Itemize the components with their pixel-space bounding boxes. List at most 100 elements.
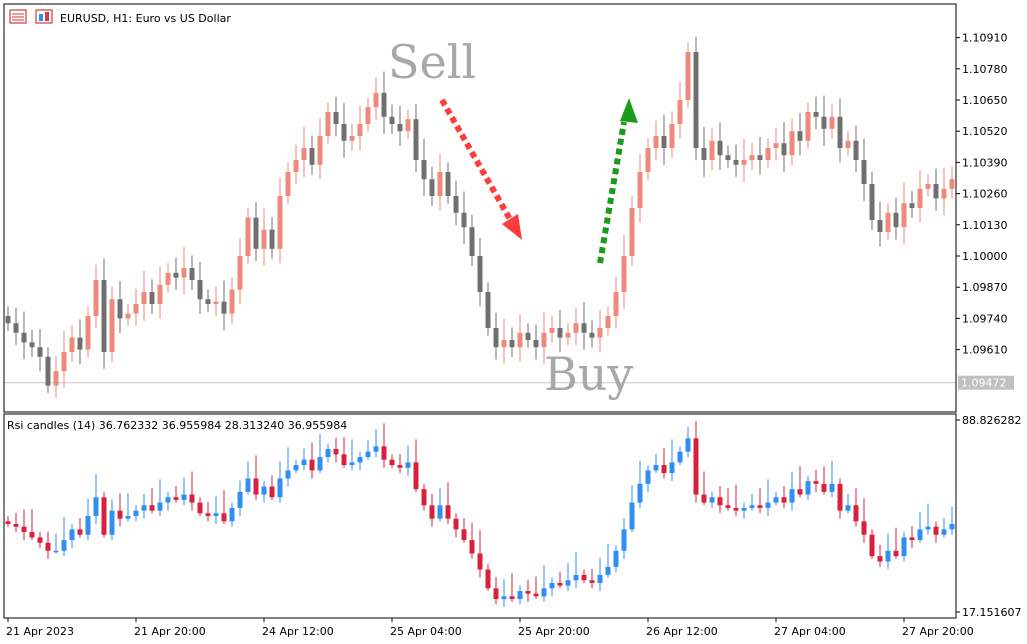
rsi-candle[interactable] (757, 505, 763, 508)
rsi-candle[interactable] (381, 446, 387, 460)
price-candle[interactable] (141, 292, 147, 304)
price-candle[interactable] (413, 119, 419, 160)
price-candle[interactable] (685, 52, 691, 100)
rsi-candle[interactable] (5, 521, 11, 525)
rsi-candle[interactable] (925, 526, 931, 530)
price-candle[interactable] (237, 256, 243, 290)
price-candle[interactable] (605, 316, 611, 328)
price-candle[interactable] (93, 280, 99, 316)
rsi-candle[interactable] (621, 529, 627, 551)
rsi-candle[interactable] (709, 497, 715, 503)
rsi-candle[interactable] (29, 532, 35, 538)
price-candle[interactable] (941, 188, 947, 199)
rsi-candle[interactable] (293, 465, 299, 471)
price-candle[interactable] (733, 160, 739, 165)
rsi-candle[interactable] (421, 489, 427, 506)
price-candle[interactable] (797, 131, 803, 141)
price-candle[interactable] (709, 140, 715, 160)
rsi-candle[interactable] (829, 483, 835, 492)
price-candle[interactable] (749, 155, 755, 160)
price-candle[interactable] (725, 155, 731, 160)
rsi-candle[interactable] (317, 457, 323, 471)
rsi-candle[interactable] (373, 446, 379, 452)
price-candle[interactable] (653, 136, 659, 148)
price-candle[interactable] (349, 136, 355, 141)
rsi-candle[interactable] (685, 438, 691, 452)
rsi-candle[interactable] (837, 483, 843, 511)
price-candle[interactable] (717, 140, 723, 156)
rsi-candle[interactable] (933, 526, 939, 535)
rsi-candle[interactable] (485, 569, 491, 589)
rsi-candle[interactable] (493, 588, 499, 600)
rsi-candle[interactable] (749, 505, 755, 508)
rsi-candle[interactable] (645, 470, 651, 484)
price-candle[interactable] (221, 301, 227, 314)
price-candle[interactable] (213, 301, 219, 304)
price-candle[interactable] (573, 323, 579, 333)
price-candle[interactable] (869, 184, 875, 220)
rsi-candle[interactable] (61, 540, 67, 551)
rsi-candle[interactable] (581, 574, 587, 581)
price-candle[interactable] (189, 268, 195, 280)
rsi-candle[interactable] (885, 550, 891, 562)
rsi-candle[interactable] (725, 505, 731, 508)
rsi-candle[interactable] (469, 540, 475, 554)
chart-window-icon[interactable] (9, 9, 27, 24)
rsi-candle[interactable] (565, 580, 571, 586)
price-candle[interactable] (773, 143, 779, 148)
price-candle[interactable] (53, 371, 59, 386)
rsi-candle[interactable] (605, 566, 611, 575)
rsi-candle[interactable] (869, 534, 875, 557)
price-candle[interactable] (45, 356, 51, 386)
rsi-candle[interactable] (125, 515, 131, 519)
price-candle[interactable] (325, 112, 331, 136)
rsi-candle[interactable] (237, 491, 243, 508)
price-candle[interactable] (317, 136, 323, 165)
price-candle[interactable] (389, 116, 395, 124)
rsi-candle[interactable] (181, 494, 187, 500)
price-candle[interactable] (301, 148, 307, 160)
rsi-candle[interactable] (117, 510, 123, 519)
price-candle[interactable] (333, 112, 339, 124)
price-candle[interactable] (437, 172, 443, 196)
price-candle[interactable] (445, 172, 451, 196)
price-candle[interactable] (661, 136, 667, 148)
price-candle[interactable] (277, 196, 283, 249)
price-candle[interactable] (269, 229, 275, 249)
rsi-candle[interactable] (509, 596, 515, 600)
price-candle[interactable] (557, 328, 563, 338)
rsi-candle[interactable] (197, 502, 203, 514)
rsi-candle[interactable] (85, 515, 91, 535)
price-candle[interactable] (781, 143, 787, 156)
rsi-candle[interactable] (261, 486, 267, 495)
price-candle[interactable] (581, 323, 587, 333)
price-candle[interactable] (285, 172, 291, 196)
rsi-candle[interactable] (821, 483, 827, 492)
rsi-candle[interactable] (597, 574, 603, 583)
rsi-candle[interactable] (917, 529, 923, 541)
rsi-candle[interactable] (165, 497, 171, 503)
rsi-candle[interactable] (789, 489, 795, 503)
price-candle[interactable] (341, 124, 347, 141)
price-candle[interactable] (669, 124, 675, 148)
rsi-candle[interactable] (669, 462, 675, 474)
price-candle[interactable] (69, 337, 75, 352)
rsi-candle[interactable] (397, 465, 403, 468)
price-candle[interactable] (181, 268, 187, 278)
price-candle[interactable] (245, 217, 251, 256)
rsi-candle[interactable] (893, 550, 899, 557)
price-candle[interactable] (61, 352, 67, 372)
price-candle[interactable] (125, 313, 131, 319)
rsi-candle[interactable] (557, 582, 563, 586)
price-candle[interactable] (621, 256, 627, 292)
price-candle[interactable] (133, 304, 139, 314)
price-candle[interactable] (13, 323, 19, 333)
rsi-candle[interactable] (701, 494, 707, 503)
rsi-candle[interactable] (93, 497, 99, 516)
price-candle[interactable] (29, 342, 35, 348)
price-candle[interactable] (933, 184, 939, 199)
price-candle[interactable] (821, 116, 827, 129)
rsi-candle[interactable] (813, 481, 819, 484)
rsi-candle[interactable] (781, 497, 787, 503)
rsi-candle[interactable] (101, 497, 107, 535)
